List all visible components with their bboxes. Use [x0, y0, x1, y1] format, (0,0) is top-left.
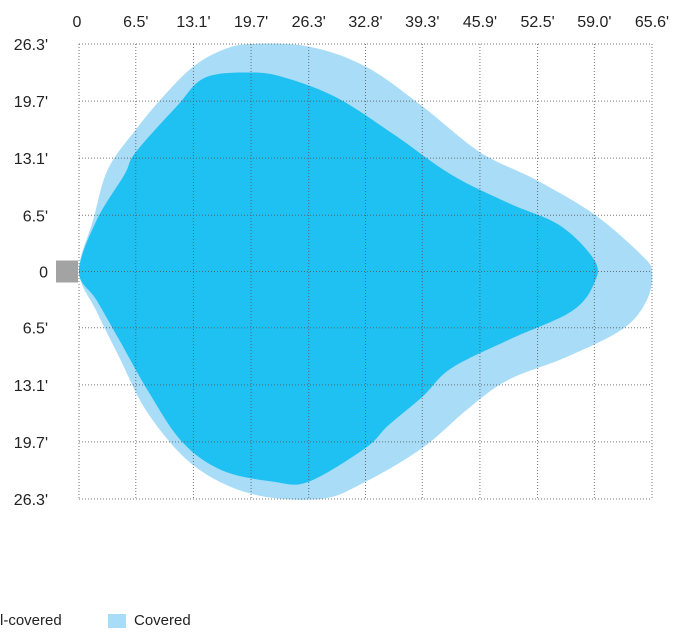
- y-tick-label: 26.3': [14, 37, 48, 54]
- x-tick-label: 39.3': [405, 14, 439, 31]
- x-axis-tick-labels: 0 6.5' 13.1' 19.7' 26.3' 32.8' 39.3' 45.9' 52.5'…: [73, 14, 670, 31]
- y-tick-label: 0: [39, 265, 48, 282]
- legend-swatch-covered: [108, 613, 126, 628]
- y-axis-tick-labels: 26.3' 19.7' 13.1' 6.5' 0 6.5' 13.1' 19.7' 26.3': [14, 37, 48, 509]
- y-tick-label: 13.1': [14, 378, 48, 395]
- y-tick-label: 19.7': [14, 435, 48, 452]
- x-tick-label: 13.1': [176, 14, 210, 31]
- x-tick-label: 6.5': [123, 14, 148, 31]
- y-tick-label: 19.7': [14, 94, 48, 111]
- legend-label-well-covered: l-covered: [0, 612, 62, 629]
- y-tick-label: 13.1': [14, 151, 48, 168]
- coverage-areas: [78, 43, 653, 500]
- legend-label-covered: Covered: [134, 612, 191, 629]
- x-tick-label: 26.3': [292, 14, 326, 31]
- x-tick-label: 0: [73, 14, 82, 31]
- light-source-marker: [56, 260, 78, 283]
- legend-item-covered: Covered: [108, 612, 191, 629]
- grid: [78, 43, 653, 500]
- y-tick-label: 6.5': [23, 208, 48, 225]
- x-tick-label: 52.5': [520, 14, 554, 31]
- legend: l-covered Covered: [0, 612, 693, 636]
- x-tick-label: 45.9': [463, 14, 497, 31]
- x-tick-label: 59.0': [577, 14, 611, 31]
- y-tick-label: 26.3': [14, 492, 48, 509]
- coverage-area-well-covered: [79, 72, 598, 485]
- x-tick-label: 65.6': [635, 14, 669, 31]
- x-tick-label: 19.7': [234, 14, 268, 31]
- y-tick-label: 6.5': [23, 321, 48, 338]
- x-tick-label: 32.8': [348, 14, 382, 31]
- source-marker: [56, 260, 78, 283]
- legend-item-well-covered: l-covered: [0, 612, 62, 629]
